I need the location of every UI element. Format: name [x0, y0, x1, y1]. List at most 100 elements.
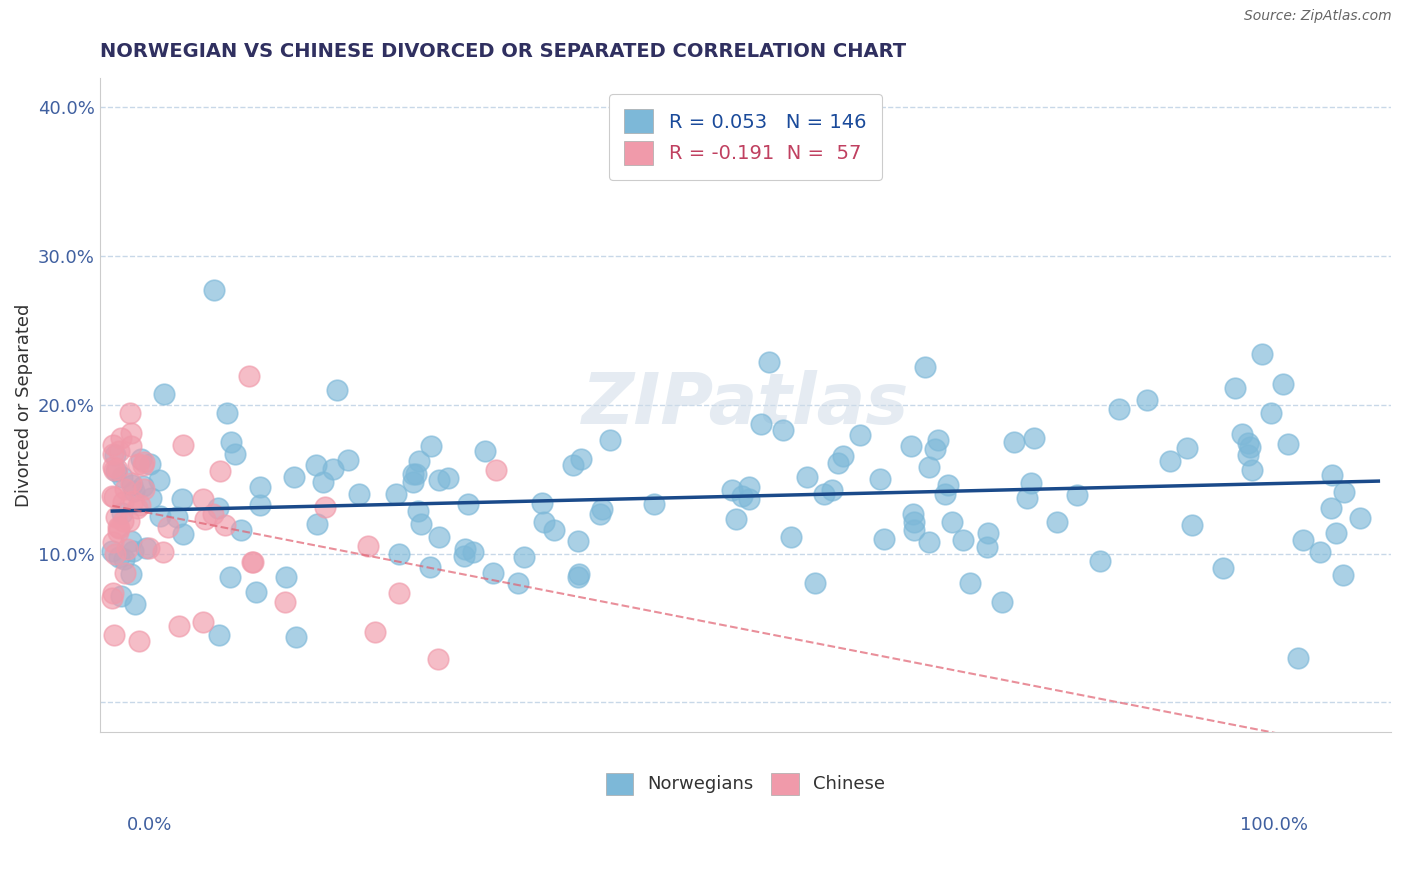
Point	[117, 542, 139, 557]
Point	[284, 630, 307, 644]
Point	[283, 470, 305, 484]
Point	[936, 478, 959, 492]
Point	[135, 541, 157, 555]
Point	[153, 387, 176, 401]
Point	[276, 570, 298, 584]
Point	[533, 516, 555, 530]
Point	[869, 472, 891, 486]
Point	[101, 459, 124, 474]
Point	[1024, 432, 1046, 446]
Point	[108, 521, 131, 535]
Text: Source: ZipAtlas.com: Source: ZipAtlas.com	[1244, 9, 1392, 23]
Point	[918, 535, 941, 549]
Point	[1212, 561, 1234, 575]
Point	[485, 462, 508, 476]
Point	[224, 447, 246, 461]
Point	[530, 496, 553, 510]
Point	[1322, 467, 1344, 482]
Point	[796, 469, 818, 483]
Point	[129, 498, 152, 512]
Point	[821, 483, 844, 497]
Point	[166, 510, 188, 524]
Point	[1021, 476, 1043, 491]
Point	[952, 533, 974, 547]
Point	[643, 497, 665, 511]
Point	[1181, 517, 1204, 532]
Point	[508, 576, 530, 591]
Point	[461, 545, 484, 559]
Point	[721, 483, 744, 497]
Point	[107, 520, 129, 534]
Point	[411, 516, 433, 531]
Point	[118, 514, 141, 528]
Point	[114, 566, 136, 581]
Point	[120, 438, 142, 452]
Point	[107, 462, 129, 476]
Point	[813, 487, 835, 501]
Point	[737, 491, 759, 506]
Point	[408, 454, 430, 468]
Point	[918, 460, 941, 475]
Point	[427, 652, 450, 666]
Point	[901, 507, 924, 521]
Point	[849, 427, 872, 442]
Point	[599, 433, 621, 447]
Point	[219, 570, 242, 584]
Point	[873, 532, 896, 546]
Point	[1108, 402, 1130, 417]
Point	[104, 509, 127, 524]
Point	[349, 487, 371, 501]
Point	[208, 464, 231, 478]
Point	[202, 283, 225, 297]
Point	[273, 595, 295, 609]
Point	[124, 597, 146, 611]
Point	[1292, 533, 1315, 548]
Point	[112, 552, 135, 566]
Point	[337, 452, 360, 467]
Point	[103, 491, 125, 505]
Point	[427, 530, 450, 544]
Point	[101, 447, 124, 461]
Point	[568, 567, 591, 582]
Point	[240, 555, 263, 569]
Point	[191, 615, 214, 630]
Point	[1286, 651, 1309, 665]
Point	[107, 525, 129, 540]
Text: 100.0%: 100.0%	[1240, 815, 1308, 833]
Point	[125, 500, 148, 515]
Point	[419, 560, 441, 574]
Point	[191, 492, 214, 507]
Point	[325, 383, 347, 397]
Point	[138, 458, 160, 472]
Point	[513, 550, 536, 565]
Point	[567, 570, 589, 584]
Point	[245, 584, 267, 599]
Point	[385, 487, 408, 501]
Point	[139, 491, 162, 505]
Point	[1046, 516, 1069, 530]
Point	[207, 501, 229, 516]
Point	[124, 483, 146, 498]
Point	[201, 507, 224, 521]
Point	[305, 517, 328, 532]
Point	[402, 475, 425, 489]
Point	[1324, 525, 1347, 540]
Point	[976, 540, 998, 554]
Point	[170, 491, 193, 506]
Point	[322, 461, 344, 475]
Point	[104, 448, 127, 462]
Point	[132, 455, 155, 469]
Point	[561, 458, 583, 473]
Point	[132, 479, 155, 493]
Point	[1002, 435, 1025, 450]
Point	[131, 451, 153, 466]
Point	[591, 501, 613, 516]
Point	[249, 498, 271, 512]
Point	[903, 523, 925, 537]
Point	[172, 438, 194, 452]
Point	[194, 511, 217, 525]
Point	[1260, 406, 1282, 420]
Point	[122, 494, 145, 508]
Point	[749, 417, 772, 432]
Point	[101, 591, 124, 605]
